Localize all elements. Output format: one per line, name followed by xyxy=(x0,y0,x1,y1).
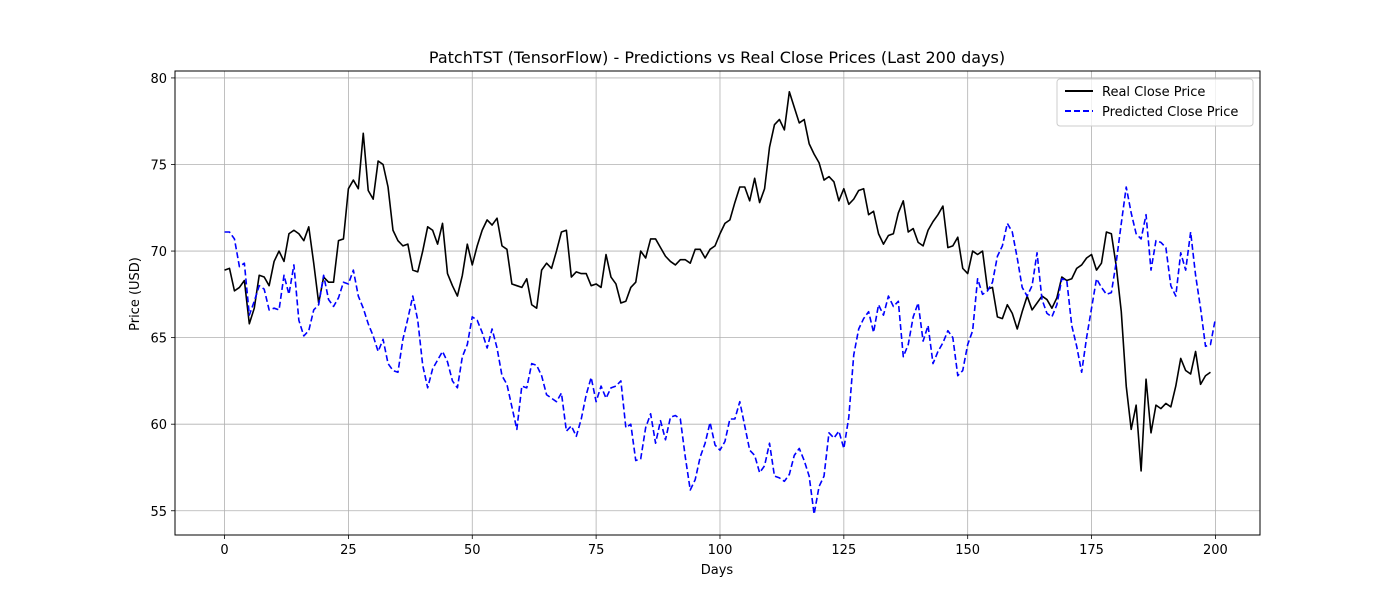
legend-label-real: Real Close Price xyxy=(1102,85,1205,100)
x-tick-label: 150 xyxy=(955,543,980,558)
x-tick-label: 175 xyxy=(1079,543,1104,558)
plot-frame xyxy=(174,70,1261,536)
x-tick-label: 200 xyxy=(1203,543,1228,558)
y-tick-label: 75 xyxy=(150,158,167,173)
y-tick-label: 80 xyxy=(150,72,167,87)
x-tick-label: 0 xyxy=(220,543,228,558)
x-tick-label: 75 xyxy=(588,543,605,558)
legend-box xyxy=(1056,78,1254,127)
x-tick-label: 125 xyxy=(831,543,856,558)
x-tick-label: 25 xyxy=(340,543,357,558)
x-axis-label: Days xyxy=(701,563,734,578)
x-tick-label: 100 xyxy=(708,543,733,558)
y-axis-label: Price (USD) xyxy=(128,257,143,331)
y-tick-label: 55 xyxy=(150,505,167,520)
x-tick-label: 50 xyxy=(464,543,481,558)
predicted-close-price-line xyxy=(224,186,1217,516)
y-tick-label: 65 xyxy=(150,332,167,347)
series-lines xyxy=(224,90,1217,516)
chart-title: PatchTST (TensorFlow) - Predictions vs R… xyxy=(429,48,1005,67)
legend-label-predicted: Predicted Close Price xyxy=(1102,105,1238,120)
y-tick-label: 70 xyxy=(150,245,167,260)
y-tick-label: 60 xyxy=(150,418,167,433)
axis-ticks: 0 25 50 75 100 125 150 175 200 55 60 65 70 75 80 xyxy=(150,72,1227,558)
grid-lines xyxy=(175,71,1260,535)
legend: Real Close Price Predicted Close Price xyxy=(1056,78,1254,127)
real-close-price-line xyxy=(224,90,1211,472)
